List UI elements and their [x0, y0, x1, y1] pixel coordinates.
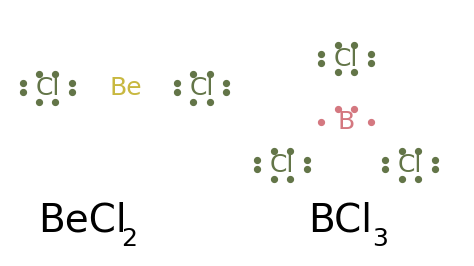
Text: Cl: Cl	[35, 76, 60, 100]
Text: Cl: Cl	[398, 153, 422, 177]
Text: BeCl: BeCl	[38, 202, 127, 240]
Text: Cl: Cl	[189, 76, 214, 100]
Text: 2: 2	[121, 227, 137, 251]
Text: BCl: BCl	[308, 202, 372, 240]
Text: Cl: Cl	[334, 47, 358, 70]
Text: Cl: Cl	[270, 153, 294, 177]
Text: Be: Be	[109, 76, 142, 100]
Text: B: B	[337, 110, 355, 134]
Text: 3: 3	[372, 227, 388, 251]
